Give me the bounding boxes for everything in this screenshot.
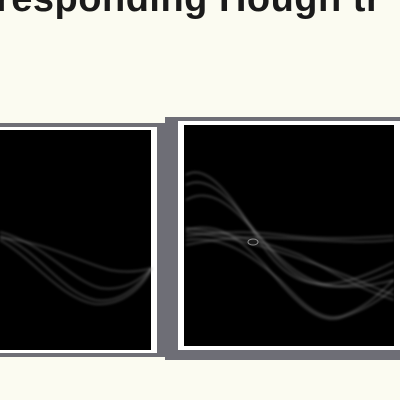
right-panel: [165, 117, 400, 360]
left-panel: [0, 123, 165, 357]
slide-heading: responding Hough tr: [0, 0, 381, 21]
